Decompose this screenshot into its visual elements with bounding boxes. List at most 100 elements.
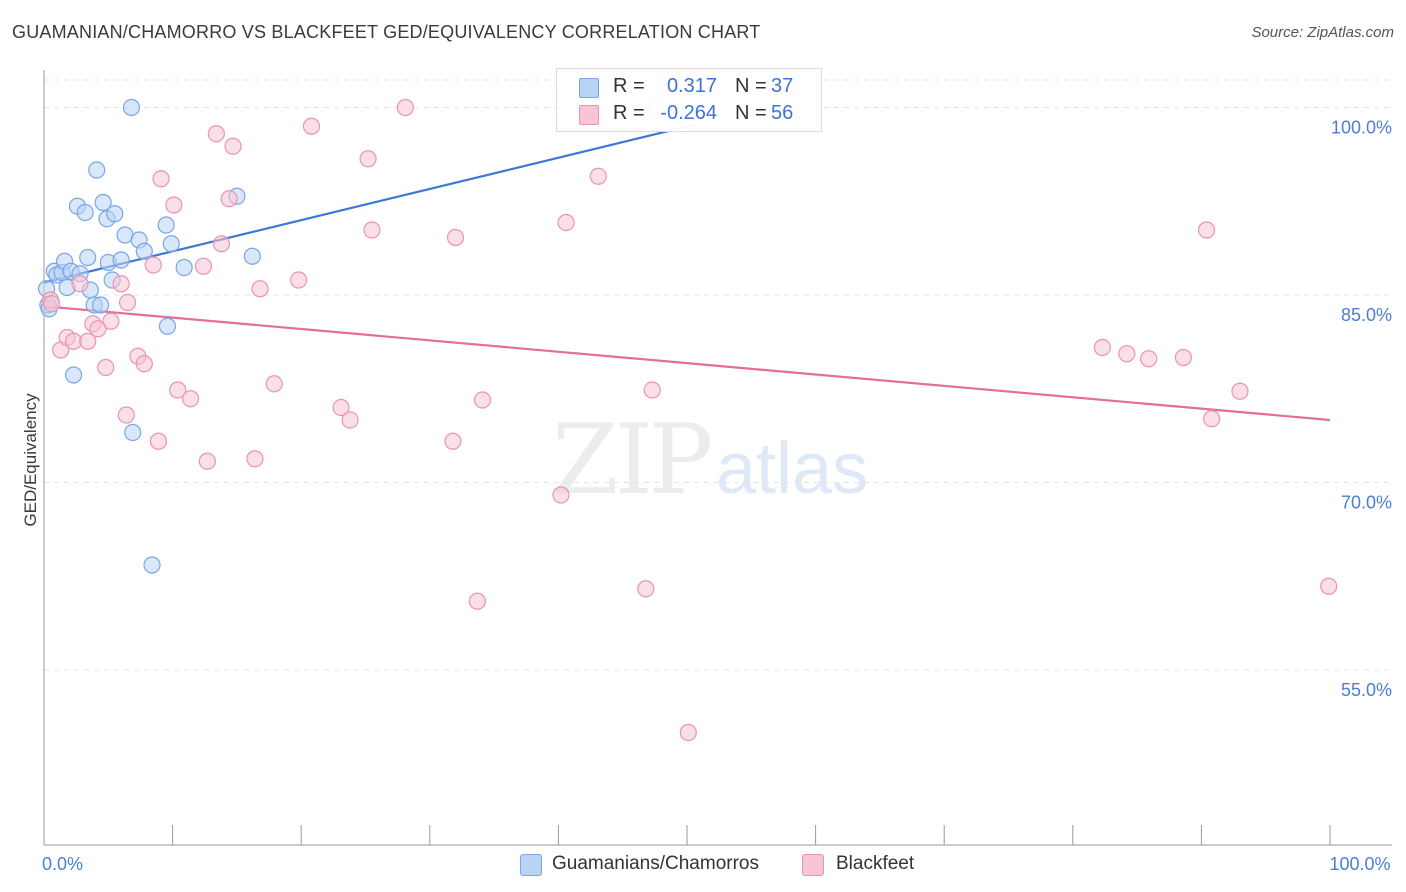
blue-data-point: [175, 258, 193, 277]
n-label: N =: [735, 102, 767, 124]
blue-data-point: [79, 248, 97, 267]
y-tick-label: 85.0%: [1341, 305, 1392, 325]
watermark-atlas: atlas: [716, 429, 869, 509]
blue-data-point: [91, 296, 110, 314]
pink-data-point: [212, 235, 231, 253]
pink-data-point: [643, 381, 661, 399]
blue-data-point: [162, 235, 180, 253]
pink-data-point: [396, 98, 414, 117]
pink-data-point: [332, 398, 350, 417]
blue-data-point: [88, 161, 106, 179]
pink-data-point: [1197, 221, 1216, 239]
pink-data-point: [112, 275, 130, 293]
pink-data-point: [1118, 345, 1136, 363]
y-tick-label: 70.0%: [1341, 493, 1392, 513]
y-axis-label: GED/Equivalency: [21, 393, 40, 527]
stats-row-guamanian: R = 0.317 N = 37: [557, 73, 821, 101]
blue-data-point: [94, 193, 112, 212]
axes: [43, 70, 1392, 846]
blue-data-point: [122, 98, 141, 117]
y-tick-label: 100.0%: [1331, 118, 1392, 138]
pink-data-point: [149, 432, 168, 450]
pink-data-point: [89, 320, 107, 338]
blue-data-point: [112, 251, 130, 269]
pink-data-point: [43, 295, 61, 313]
blue-data-point: [64, 366, 83, 384]
pink-data-point: [341, 411, 359, 429]
blue-data-point: [124, 423, 142, 442]
pink-data-point: [194, 257, 213, 275]
pink-trend-line: [43, 305, 1331, 422]
pink-data-point: [198, 452, 216, 470]
blue-data-point: [157, 216, 175, 234]
trend-lines: [43, 123, 1331, 422]
pink-data-point: [1320, 577, 1338, 595]
axis-labels: 100.0% 85.0% 70.0% 55.0% 0.0% 100.0% GED/Equiv…: [21, 118, 1392, 875]
pink-data-point: [446, 228, 465, 247]
x-tick-label: 0.0%: [42, 854, 83, 874]
pink-data-point: [207, 125, 225, 143]
pink-data-point: [557, 213, 575, 232]
r-label: R =: [613, 75, 645, 97]
pink-data-point: [224, 137, 242, 155]
r-value: -0.264: [660, 102, 717, 124]
pink-data-point: [637, 580, 655, 598]
pink-data-point: [152, 170, 170, 188]
blue-data-point: [158, 317, 177, 335]
pink-data-point: [1140, 350, 1158, 368]
pink-data-point: [265, 375, 283, 393]
pink-swatch-icon: [802, 854, 824, 876]
series-legend: Guamanians/Chamorros Blackfeet: [0, 852, 1406, 878]
pink-data-point: [552, 486, 570, 504]
r-label: R =: [613, 102, 645, 124]
pink-data-point: [71, 275, 89, 293]
source-credit: Source: ZipAtlas.com: [1251, 24, 1394, 41]
r-value: 0.317: [666, 75, 717, 97]
legend-label: Guamanians/Chamorros: [552, 853, 759, 874]
pink-data-point: [165, 196, 183, 214]
blue-trend-line: [43, 123, 694, 284]
n-value: 37: [771, 75, 794, 97]
pink-data-point: [169, 381, 187, 399]
pink-data-point: [1174, 348, 1192, 367]
pink-data-point: [1093, 338, 1111, 357]
pink-swatch-icon: [579, 105, 599, 125]
blue-swatch-icon: [579, 78, 599, 98]
blue-data-point: [106, 205, 124, 223]
grid-lines: [44, 79, 1392, 671]
pink-data-point: [144, 256, 162, 274]
pink-data-point: [359, 150, 377, 168]
legend-label: Blackfeet: [836, 853, 915, 874]
n-label: N =: [735, 75, 767, 97]
blue-data-point: [76, 203, 94, 222]
watermark-zip: ZIP: [552, 404, 713, 516]
blue-swatch-icon: [520, 854, 542, 876]
pink-data-point: [679, 723, 697, 742]
y-tick-label: 55.0%: [1341, 680, 1392, 700]
pink-data-point: [102, 312, 120, 330]
pink-data-point: [182, 390, 200, 408]
blue-data-point: [243, 247, 261, 265]
pink-data-point: [135, 355, 153, 373]
pink-data-point: [79, 332, 97, 350]
pink-data-point: [118, 293, 137, 312]
x-tick-label: 100.0%: [1329, 854, 1390, 874]
pink-data-point: [97, 358, 115, 377]
data-points: [37, 98, 1338, 742]
pink-data-point: [444, 432, 462, 450]
blue-data-point: [143, 556, 161, 574]
pink-data-point: [473, 391, 492, 409]
stats-legend: R = 0.317 N = 37 R = -0.264 N = 56: [556, 68, 822, 132]
pink-data-point: [117, 406, 135, 424]
pink-data-point: [1203, 410, 1221, 428]
stats-row-blackfeet: R = -0.264 N = 56: [557, 100, 821, 128]
pink-data-point: [302, 117, 321, 135]
pink-data-point: [468, 592, 486, 610]
pink-data-point: [290, 271, 308, 289]
pink-data-point: [251, 280, 269, 298]
pink-data-point: [220, 190, 238, 208]
n-value: 56: [771, 102, 794, 124]
pink-data-point: [1231, 382, 1249, 400]
blue-data-point: [135, 242, 153, 260]
